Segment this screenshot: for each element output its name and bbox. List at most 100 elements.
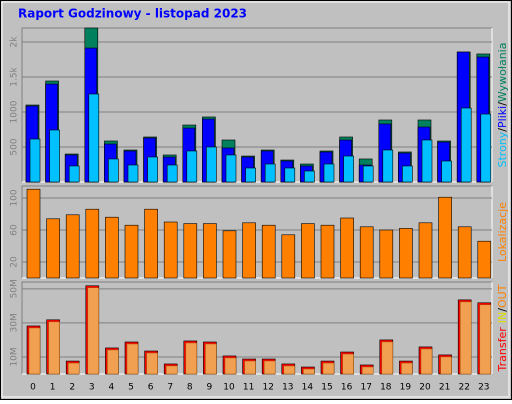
bar-in-out xyxy=(205,343,217,375)
bar xyxy=(281,234,296,279)
x-tick-label: 19 xyxy=(400,383,412,393)
bar xyxy=(304,170,315,183)
bar xyxy=(460,107,472,183)
x-tick-label: 16 xyxy=(341,383,353,393)
bar-in-out xyxy=(479,304,492,375)
bar-in-out xyxy=(67,362,80,375)
bar xyxy=(379,229,394,279)
bar xyxy=(144,208,158,279)
bar xyxy=(242,222,256,279)
x-tick-label: 9 xyxy=(207,383,213,393)
frame xyxy=(1,1,510,398)
bar xyxy=(46,218,60,279)
bar-in-out xyxy=(146,352,158,375)
bar xyxy=(399,228,413,279)
x-tick-label: 21 xyxy=(439,383,450,393)
legend-separator: / xyxy=(496,102,509,106)
bar xyxy=(418,222,433,279)
bar xyxy=(301,223,315,279)
x-tick-label: 10 xyxy=(223,383,235,393)
x-tick-label: 1 xyxy=(50,383,56,393)
x-tick-label: 15 xyxy=(321,383,332,393)
bar-in-out xyxy=(401,362,413,375)
bar xyxy=(264,163,276,183)
bar-in-out xyxy=(381,341,394,375)
legend: Transfer IN/OUT xyxy=(496,284,509,372)
bar-in-out xyxy=(303,368,315,375)
legend-entry: Wywołania xyxy=(496,43,509,103)
x-tick-label: 17 xyxy=(360,383,371,393)
x-tick-label: 20 xyxy=(419,383,431,393)
bar xyxy=(261,224,276,279)
bar xyxy=(127,164,139,183)
y-tick-label: 20 xyxy=(10,256,20,268)
bar xyxy=(359,226,374,279)
legend-entry: Strony xyxy=(496,131,509,167)
bar-in-out xyxy=(420,348,433,375)
bar-in-out xyxy=(87,287,100,375)
x-tick-label: 7 xyxy=(167,383,173,393)
y-tick-label: 500 xyxy=(10,138,20,155)
legend: Lokalizacje xyxy=(496,202,509,262)
legend-separator: / xyxy=(496,308,509,312)
panel xyxy=(21,185,493,279)
bar xyxy=(320,224,335,279)
bar-in-out xyxy=(126,343,139,375)
bar xyxy=(186,150,198,183)
bar-in-out xyxy=(440,356,452,375)
bar xyxy=(203,223,217,279)
bar-in-out xyxy=(185,342,198,375)
bar xyxy=(147,156,158,183)
panel xyxy=(21,27,493,183)
x-tick-label: 8 xyxy=(187,383,193,393)
legend-entry: OUT xyxy=(496,284,509,308)
bar xyxy=(29,138,41,183)
bar-in-out xyxy=(244,360,256,375)
x-tick-label: 22 xyxy=(458,383,469,393)
bar xyxy=(26,188,41,279)
bar-in-out xyxy=(342,353,354,375)
bar xyxy=(441,160,452,183)
bar-in-out xyxy=(322,362,335,375)
bar xyxy=(222,230,237,279)
bar xyxy=(68,165,80,183)
y-tick-label: 1000 xyxy=(10,100,20,123)
y-tick-label: 50M xyxy=(10,279,20,298)
bar-in-out xyxy=(48,321,60,375)
bar xyxy=(85,208,100,279)
bar xyxy=(245,167,256,183)
legend-entry: Pliki xyxy=(496,106,509,128)
bar xyxy=(343,155,354,183)
x-tick-label: 3 xyxy=(89,383,95,393)
bar xyxy=(477,240,492,279)
bar xyxy=(421,139,433,183)
x-tick-label: 5 xyxy=(128,383,134,393)
y-tick-label: 60 xyxy=(10,224,20,236)
x-tick-label: 6 xyxy=(148,383,154,393)
x-tick-label: 12 xyxy=(262,383,273,393)
bar xyxy=(206,146,217,183)
bar xyxy=(225,154,237,183)
x-tick-label: 23 xyxy=(478,383,489,393)
bar-in-out xyxy=(107,349,119,375)
bar-in-out xyxy=(28,327,41,375)
bar xyxy=(340,217,354,279)
bar xyxy=(49,129,60,183)
bar xyxy=(105,216,119,279)
bar xyxy=(88,93,100,183)
bar-in-out xyxy=(224,357,237,375)
x-tick-label: 14 xyxy=(302,383,314,393)
bar xyxy=(362,165,374,183)
bar-in-out xyxy=(263,360,276,375)
y-tick-label: 10M xyxy=(10,347,20,366)
y-tick-label: 30M xyxy=(10,313,20,332)
bar-in-out xyxy=(283,365,296,375)
bar xyxy=(382,149,394,183)
bar xyxy=(323,163,335,183)
legend: Strony/Pliki/Wywołania xyxy=(496,43,509,168)
panel xyxy=(21,281,493,375)
bar xyxy=(480,113,492,183)
bar xyxy=(284,167,296,183)
bar xyxy=(438,196,452,279)
